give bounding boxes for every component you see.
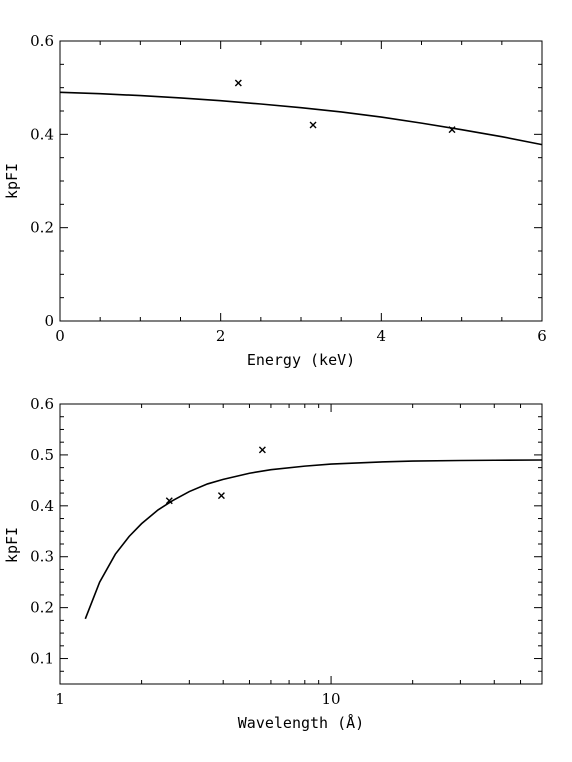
energy-y-axis-title: kpFI <box>3 163 21 199</box>
plot-frame <box>59 403 543 685</box>
wavelength-y-axis-title: kpFI <box>3 527 21 563</box>
marker-stroke <box>258 446 266 454</box>
x-tick-label: 2 <box>216 327 226 345</box>
model-curve <box>59 91 543 146</box>
plot-frame <box>59 40 543 322</box>
energy-panel: Energy (keV) kpFI 0 0.2 0.4 0.6 0 2 4 6 <box>3 32 547 369</box>
y-tick-label: 0.2 <box>30 599 54 617</box>
y-tick-label: 0.3 <box>30 548 54 566</box>
wavelength-panel: Wavelength (Å) kpFI 0.1 0.2 0.3 0.4 0.5 0.6 1 1… <box>3 395 543 732</box>
x-tick-label: 10 <box>322 690 341 708</box>
data-point-marker <box>217 492 225 500</box>
marker-stroke <box>234 79 242 87</box>
x-tick-label: 4 <box>377 327 387 345</box>
y-tick-label: 0.6 <box>30 32 54 50</box>
y-tick-label: 0.4 <box>30 125 54 143</box>
x-tick-label: 1 <box>55 690 65 708</box>
marker-stroke <box>309 121 317 129</box>
y-tick-label: 0.2 <box>30 219 54 237</box>
data-point-marker <box>309 121 317 129</box>
data-point-marker <box>258 446 266 454</box>
model-curve <box>84 459 543 620</box>
data-point-marker <box>165 497 173 505</box>
y-tick-label: 0.5 <box>30 446 54 464</box>
data-point-marker <box>234 79 242 87</box>
y-tick-label: 0.4 <box>30 497 54 515</box>
wavelength-x-axis-title: Wavelength (Å) <box>238 713 364 732</box>
energy-x-axis-title: Energy (keV) <box>247 351 355 369</box>
marker-stroke <box>217 492 225 500</box>
y-tick-label: 0.1 <box>30 650 54 668</box>
y-tick-label: 0.6 <box>30 395 54 413</box>
x-tick-label: 0 <box>55 327 65 345</box>
marker-stroke <box>165 497 173 505</box>
x-tick-label: 6 <box>537 327 547 345</box>
y-tick-label: 0 <box>44 312 54 330</box>
